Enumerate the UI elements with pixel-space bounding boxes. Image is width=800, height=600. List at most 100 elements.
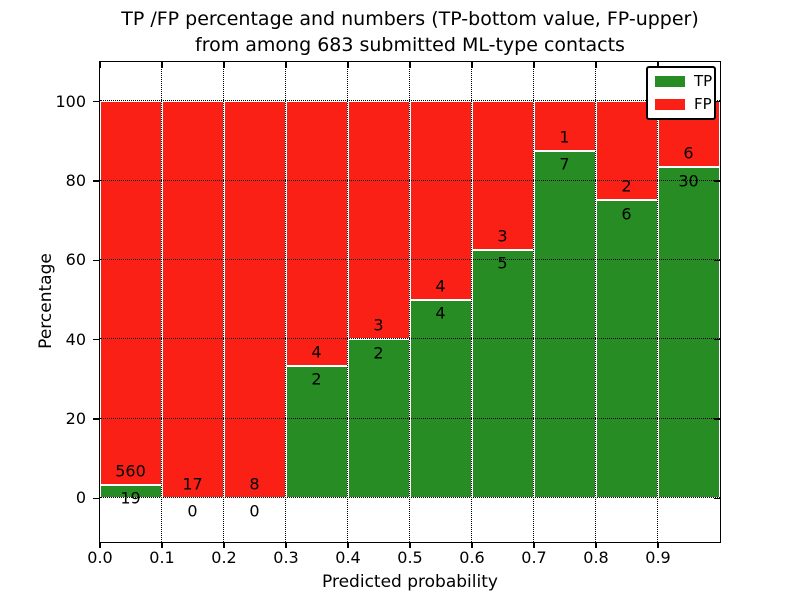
x-tick-top-0.7 xyxy=(533,62,535,68)
x-tick-bottom-0.8 xyxy=(595,542,597,548)
gridline-v-0.9 xyxy=(656,61,658,542)
legend-swatch-fp xyxy=(655,99,685,110)
fp-count-label-7: 1 xyxy=(559,127,570,147)
chart-title-line1: TP /FP percentage and numbers (TP-bottom… xyxy=(121,8,699,30)
legend-swatch-tp xyxy=(655,76,685,87)
y-tick-label-100: 100 xyxy=(55,91,86,111)
fp-count-label-2: 8 xyxy=(249,474,260,494)
x-tick-bottom-0.6 xyxy=(471,542,473,548)
tp-count-label-9: 30 xyxy=(678,171,699,191)
x-tick-label-0.5: 0.5 xyxy=(397,548,423,567)
x-tick-label-0.2: 0.2 xyxy=(211,548,237,567)
x-tick-label-0.0: 0.0 xyxy=(87,548,113,567)
gridline-v-0.8 xyxy=(594,61,596,542)
bar-segment-fp-5 xyxy=(409,101,472,300)
bar-segment-fp-1 xyxy=(161,101,224,498)
legend-label-tp: TP xyxy=(694,72,713,90)
y-tick-right-100 xyxy=(714,100,720,103)
x-tick-top-0.2 xyxy=(223,62,225,68)
x-tick-top-0.8 xyxy=(595,62,597,68)
y-tick-left-40 xyxy=(92,338,99,341)
tp-count-label-5: 4 xyxy=(435,303,446,323)
fp-count-label-6: 3 xyxy=(497,226,508,246)
x-tick-bottom-0.4 xyxy=(347,542,349,548)
bar-segment-tp-9 xyxy=(657,167,720,498)
y-tick-label-60: 60 xyxy=(65,250,86,270)
bar-segment-fp-0 xyxy=(99,101,162,485)
tp-count-label-0: 19 xyxy=(120,488,141,508)
y-tick-left-20 xyxy=(92,418,99,420)
bar-segment-fp-4 xyxy=(347,101,410,340)
tp-count-label-8: 6 xyxy=(621,204,632,224)
legend: TP FP xyxy=(646,66,716,120)
tp-count-label-4: 2 xyxy=(373,343,384,363)
bar-segment-tp-5 xyxy=(409,299,472,498)
bar-segment-tp-3 xyxy=(285,365,348,498)
x-tick-label-0.3: 0.3 xyxy=(273,548,299,567)
tp-count-label-1: 0 xyxy=(187,501,198,521)
x-tick-bottom-0.9 xyxy=(657,542,659,548)
y-tick-left-100 xyxy=(92,100,99,103)
fp-count-label-3: 4 xyxy=(311,342,322,362)
bar-segment-tp-6 xyxy=(471,249,534,498)
fp-count-label-4: 3 xyxy=(373,315,384,335)
tp-count-label-3: 2 xyxy=(311,369,322,389)
y-tick-left-60 xyxy=(92,259,99,262)
y-tick-label-80: 80 xyxy=(65,171,86,190)
gridline-v-0.3 xyxy=(284,61,286,542)
x-tick-top-0.3 xyxy=(285,62,287,68)
x-tick-label-0.4: 0.4 xyxy=(335,548,361,567)
chart-title-line2: from among 683 submitted ML-type contact… xyxy=(195,34,625,56)
y-tick-label-40: 40 xyxy=(65,329,86,349)
x-tick-label-0.6: 0.6 xyxy=(459,548,485,567)
plot-area: 560 19 17 0 8 0 4 2 3 2 4 4 3 5 1 7 2 6 6 30 xyxy=(98,60,721,543)
x-tick-top-0.6 xyxy=(471,62,473,68)
fp-count-label-1: 17 xyxy=(182,474,203,494)
x-tick-label-0.1: 0.1 xyxy=(149,548,175,567)
tp-count-label-7: 7 xyxy=(559,154,570,174)
x-tick-bottom-0.5 xyxy=(409,542,411,548)
x-tick-bottom-0.2 xyxy=(223,542,225,548)
x-tick-top-0.5 xyxy=(409,62,411,68)
gridline-v-0.1 xyxy=(160,61,162,542)
bar-segment-fp-7 xyxy=(533,101,596,151)
bar-segment-tp-7 xyxy=(533,150,596,498)
tp-count-label-6: 5 xyxy=(497,253,508,273)
y-tick-label-0: 0 xyxy=(75,488,86,508)
x-axis-label: Predicted probability xyxy=(322,572,498,592)
x-tick-top-0.0 xyxy=(99,62,101,68)
y-axis-label: Percentage xyxy=(36,253,56,349)
fp-count-label-9: 6 xyxy=(683,143,694,163)
bar-segment-fp-3 xyxy=(285,101,348,366)
y-tick-left-0 xyxy=(92,497,99,500)
y-tick-label-20: 20 xyxy=(65,409,86,429)
gridline-v-0.6 xyxy=(470,61,472,542)
x-tick-label-0.9: 0.9 xyxy=(645,548,671,567)
x-tick-label-0.8: 0.8 xyxy=(583,548,609,567)
fp-count-label-8: 2 xyxy=(621,176,632,196)
gridline-v-0.7 xyxy=(532,61,534,542)
bar-segment-tp-8 xyxy=(595,200,658,498)
gridline-v-0.2 xyxy=(222,61,224,542)
y-tick-right-0 xyxy=(714,497,720,500)
x-tick-bottom-0.0 xyxy=(99,542,101,548)
bar-segment-fp-2 xyxy=(223,101,286,498)
y-tick-right-60 xyxy=(714,259,720,262)
x-tick-top-0.9 xyxy=(657,62,659,68)
y-tick-right-80 xyxy=(714,180,720,182)
chart-title: TP /FP percentage and numbers (TP-bottom… xyxy=(100,6,720,58)
x-tick-bottom-0.1 xyxy=(161,542,163,548)
y-tick-right-20 xyxy=(714,418,720,420)
x-tick-top-0.4 xyxy=(347,62,349,68)
y-tick-right-40 xyxy=(714,338,720,341)
gridline-v-0.5 xyxy=(408,61,410,542)
gridline-v-0.4 xyxy=(346,61,348,542)
bar-segment-fp-6 xyxy=(471,101,534,250)
x-tick-label-0.7: 0.7 xyxy=(521,548,547,567)
legend-label-fp: FP xyxy=(694,95,712,113)
fp-count-label-0: 560 xyxy=(115,461,146,481)
legend-row-tp: TP xyxy=(655,74,712,89)
fp-count-label-5: 4 xyxy=(435,276,446,296)
x-tick-top-0.1 xyxy=(161,62,163,68)
